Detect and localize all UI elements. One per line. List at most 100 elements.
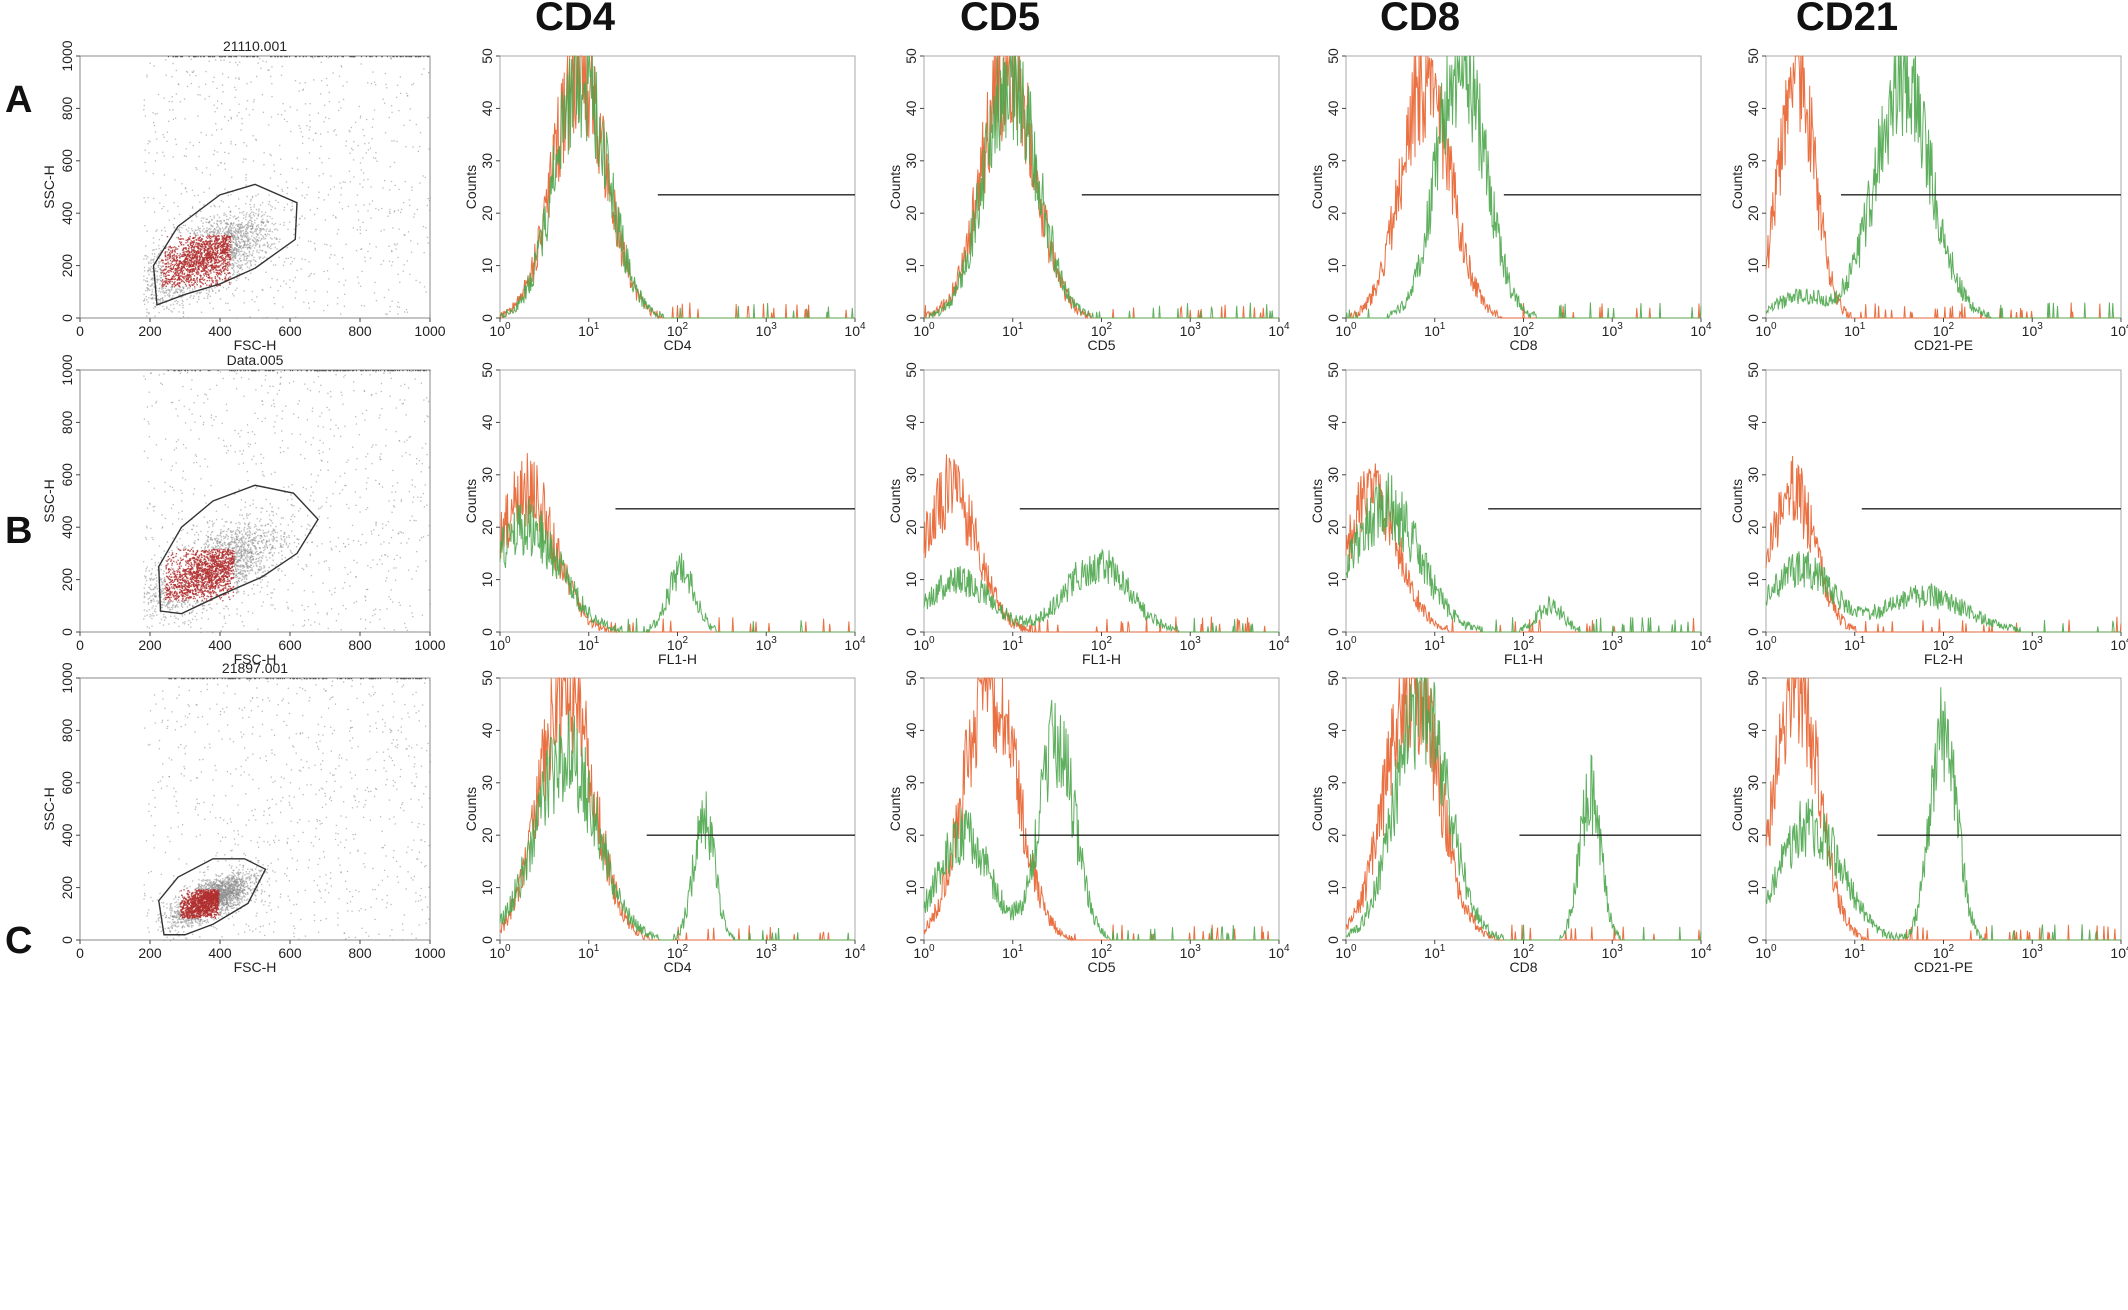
- scatter-point: [392, 485, 394, 487]
- scatter-point: [158, 311, 160, 314]
- scatter-point: [178, 245, 180, 248]
- scatter-point: [225, 251, 227, 254]
- scatter-point: [221, 278, 224, 281]
- x-tick-label: 100: [1335, 321, 1357, 339]
- scatter-point: [199, 94, 201, 96]
- scatter-point: [203, 421, 205, 424]
- scatter-point: [411, 479, 413, 481]
- scatter-point: [172, 268, 174, 270]
- scatter-point: [375, 207, 377, 210]
- scatter-point: [165, 275, 167, 277]
- scatter-point: [181, 227, 183, 229]
- scatter-point: [210, 261, 212, 263]
- scatter-point: [427, 197, 429, 200]
- scatter-point: [220, 162, 222, 164]
- scatter-point: [423, 286, 426, 288]
- scatter-point: [384, 554, 387, 556]
- scatter-point: [417, 566, 419, 568]
- scatter-point: [267, 581, 269, 583]
- scatter-point: [193, 236, 195, 239]
- scatter-point: [183, 405, 185, 408]
- scatter-point: [349, 131, 351, 133]
- scatter-point: [327, 131, 329, 133]
- scatter-point: [199, 274, 201, 276]
- scatter-point: [189, 284, 191, 286]
- scatter-point: [364, 595, 366, 597]
- scatter-point: [192, 261, 195, 264]
- scatter-point: [238, 77, 240, 79]
- scatter-point: [189, 270, 192, 272]
- scatter-point: [194, 235, 197, 237]
- scatter-point: [194, 559, 196, 561]
- scatter-point: [170, 286, 172, 289]
- stained-histogram-series: [1765, 55, 2121, 319]
- scatter-point: [253, 538, 255, 541]
- scatter-point: [186, 241, 189, 243]
- scatter-point: [400, 56, 402, 58]
- scatter-point: [162, 583, 164, 585]
- scatter-point: [208, 234, 211, 237]
- scatter-point: [199, 261, 201, 263]
- scatter-point: [326, 461, 329, 463]
- scatter-point: [170, 573, 172, 575]
- scatter-point: [291, 208, 294, 210]
- scatter-point: [184, 118, 186, 120]
- scatter-point: [151, 284, 153, 286]
- scatter-point: [193, 56, 195, 58]
- scatter-point: [144, 303, 146, 306]
- scatter-point: [217, 246, 219, 248]
- y-tick-label: 20: [1325, 205, 1341, 221]
- scatter-point: [225, 255, 228, 257]
- scatter-point: [171, 96, 173, 98]
- scatter-point: [186, 278, 188, 281]
- scatter-point: [215, 236, 217, 238]
- scatter-point: [354, 491, 357, 493]
- scatter-point: [213, 262, 216, 265]
- scatter-point: [147, 301, 149, 303]
- scatter-point: [196, 550, 199, 553]
- scatter-point: [340, 187, 342, 189]
- scatter-point: [211, 247, 214, 250]
- scatter-point: [151, 270, 154, 273]
- scatter-point: [208, 287, 211, 289]
- scatter-point: [169, 294, 171, 296]
- scatter-point: [206, 242, 209, 244]
- scatter-point: [169, 109, 171, 111]
- scatter-point: [179, 289, 181, 292]
- scatter-point: [227, 233, 229, 235]
- scatter-point: [208, 254, 211, 257]
- scatter-point: [207, 259, 209, 262]
- scatter-point: [156, 255, 159, 257]
- scatter-point: [198, 256, 201, 258]
- scatter-point: [391, 140, 393, 142]
- scatter-point: [287, 608, 289, 610]
- scatter-point: [210, 277, 212, 279]
- scatter-point: [202, 268, 204, 271]
- scatter-point: [194, 56, 196, 58]
- scatter-point: [190, 561, 192, 564]
- scatter-point: [218, 242, 220, 244]
- scatter-point: [168, 295, 170, 297]
- scatter-point: [166, 306, 168, 308]
- scatter-point: [226, 265, 229, 267]
- scatter-point: [225, 279, 228, 281]
- scatter-point: [197, 296, 200, 298]
- scatter-point: [155, 230, 157, 232]
- scatter-point: [152, 279, 154, 281]
- scatter-point: [174, 259, 177, 261]
- scatter-point: [228, 230, 230, 232]
- scatter-point: [213, 204, 215, 207]
- scatter-point: [203, 246, 205, 248]
- scatter-point: [179, 269, 181, 271]
- scatter-point: [245, 542, 248, 544]
- scatter-point: [261, 385, 263, 387]
- scatter-point: [222, 73, 224, 75]
- scatter-point: [304, 82, 306, 84]
- scatter-point: [252, 135, 254, 137]
- scatter-point: [206, 260, 208, 262]
- scatter-point: [229, 241, 232, 244]
- scatter-point: [159, 251, 161, 253]
- scatter-point: [297, 543, 300, 545]
- scatter-point: [242, 247, 244, 249]
- scatter-point: [308, 261, 310, 263]
